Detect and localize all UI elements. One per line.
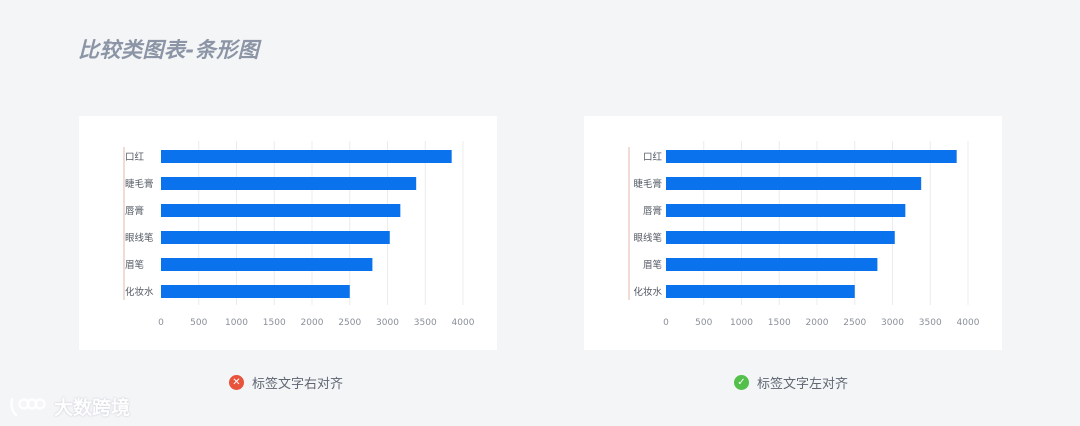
bar xyxy=(666,204,906,217)
x-tick-label: 2500 xyxy=(338,318,361,328)
x-tick-label: 2000 xyxy=(301,318,324,328)
x-tick-label: 1500 xyxy=(263,318,286,328)
x-tick-label: 3000 xyxy=(376,318,399,328)
bar xyxy=(666,285,855,298)
bar xyxy=(666,231,895,244)
chart-panel-label-left-aligned: 0 500 1000 1500 2000 2500 3000 3500 4000 口红睫毛膏唇膏眼… xyxy=(584,116,1002,350)
x-tick-label: 4000 xyxy=(452,318,475,328)
bar xyxy=(161,258,373,271)
category-label: 唇膏 xyxy=(125,205,144,217)
x-tick-label: 3500 xyxy=(414,318,437,328)
bar xyxy=(161,231,390,244)
category-label: 睫毛膏 xyxy=(125,178,154,190)
chart-panel-label-right-aligned: 0 500 1000 1500 2000 2500 3000 3500 4000 口红睫毛膏唇膏眼… xyxy=(79,116,497,350)
watermark: 大数跨境 xyxy=(8,393,130,420)
category-label: 眼线笔 xyxy=(125,232,154,244)
category-label: 化妆水 xyxy=(633,286,662,298)
x-tick-label: 2500 xyxy=(843,318,866,328)
x-tick-label: 4000 xyxy=(957,318,980,328)
x-tick-label: 0 xyxy=(158,318,164,328)
caption-bad: ✕ 标签文字右对齐 xyxy=(229,373,343,392)
x-tick-label: 500 xyxy=(190,318,207,328)
caption-bad-text: 标签文字右对齐 xyxy=(252,377,344,392)
bar xyxy=(161,177,417,190)
page-title: 比较类图表-条形图 xyxy=(78,38,260,62)
bar xyxy=(161,204,401,217)
bar-chart-right-aligned: 0 500 1000 1500 2000 2500 3000 3500 4000 口红睫毛膏唇膏眼… xyxy=(123,141,475,328)
bar xyxy=(666,150,957,163)
x-tick-label: 1000 xyxy=(730,318,753,328)
category-label: 睫毛膏 xyxy=(633,178,662,190)
watermark-text: 大数跨境 xyxy=(54,397,131,419)
bar xyxy=(161,285,350,298)
x-tick-label: 3500 xyxy=(919,318,942,328)
x-tick-label: 1500 xyxy=(768,318,791,328)
x-tick-label: 500 xyxy=(695,318,712,328)
category-label: 口红 xyxy=(125,151,145,163)
x-tick-label: 2000 xyxy=(806,318,829,328)
caption-good: ✓ 标签文字左对齐 xyxy=(734,373,848,392)
x-tick-label: 3000 xyxy=(881,318,904,328)
category-label: 眉笔 xyxy=(125,259,144,271)
x-icon: ✕ xyxy=(229,375,244,390)
bar xyxy=(666,258,878,271)
x-tick-label: 1000 xyxy=(225,318,248,328)
category-label: 口红 xyxy=(643,151,663,163)
bar xyxy=(666,177,922,190)
category-label: 唇膏 xyxy=(643,205,662,217)
bar xyxy=(161,150,452,163)
x-tick-label: 0 xyxy=(663,318,669,328)
category-label: 眉笔 xyxy=(643,259,662,271)
bar-chart-left-aligned: 0 500 1000 1500 2000 2500 3000 3500 4000 口红睫毛膏唇膏眼… xyxy=(628,141,980,328)
brand-logo-icon xyxy=(8,395,48,419)
category-label: 眼线笔 xyxy=(633,232,662,244)
category-label: 化妆水 xyxy=(125,286,154,298)
caption-good-text: 标签文字左对齐 xyxy=(757,377,849,392)
check-icon: ✓ xyxy=(734,375,749,390)
